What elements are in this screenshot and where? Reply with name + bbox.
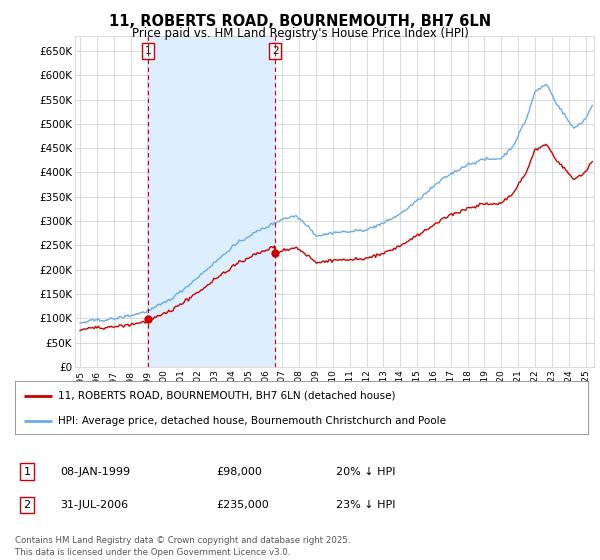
- Text: HPI: Average price, detached house, Bournemouth Christchurch and Poole: HPI: Average price, detached house, Bour…: [58, 416, 446, 426]
- Text: 08-JAN-1999: 08-JAN-1999: [60, 466, 130, 477]
- Text: 31-JUL-2006: 31-JUL-2006: [60, 500, 128, 510]
- Text: Price paid vs. HM Land Registry's House Price Index (HPI): Price paid vs. HM Land Registry's House …: [131, 27, 469, 40]
- Text: 20% ↓ HPI: 20% ↓ HPI: [336, 466, 395, 477]
- Text: 2: 2: [272, 46, 278, 56]
- Text: 1: 1: [145, 46, 151, 56]
- Text: 1: 1: [23, 466, 31, 477]
- Text: 2: 2: [23, 500, 31, 510]
- Text: 11, ROBERTS ROAD, BOURNEMOUTH, BH7 6LN (detached house): 11, ROBERTS ROAD, BOURNEMOUTH, BH7 6LN (…: [58, 391, 395, 401]
- Text: £98,000: £98,000: [216, 466, 262, 477]
- Bar: [148, 36, 275, 367]
- Text: Contains HM Land Registry data © Crown copyright and database right 2025.
This d: Contains HM Land Registry data © Crown c…: [15, 536, 350, 557]
- Text: 11, ROBERTS ROAD, BOURNEMOUTH, BH7 6LN: 11, ROBERTS ROAD, BOURNEMOUTH, BH7 6LN: [109, 14, 491, 29]
- Text: 23% ↓ HPI: 23% ↓ HPI: [336, 500, 395, 510]
- Text: £235,000: £235,000: [216, 500, 269, 510]
